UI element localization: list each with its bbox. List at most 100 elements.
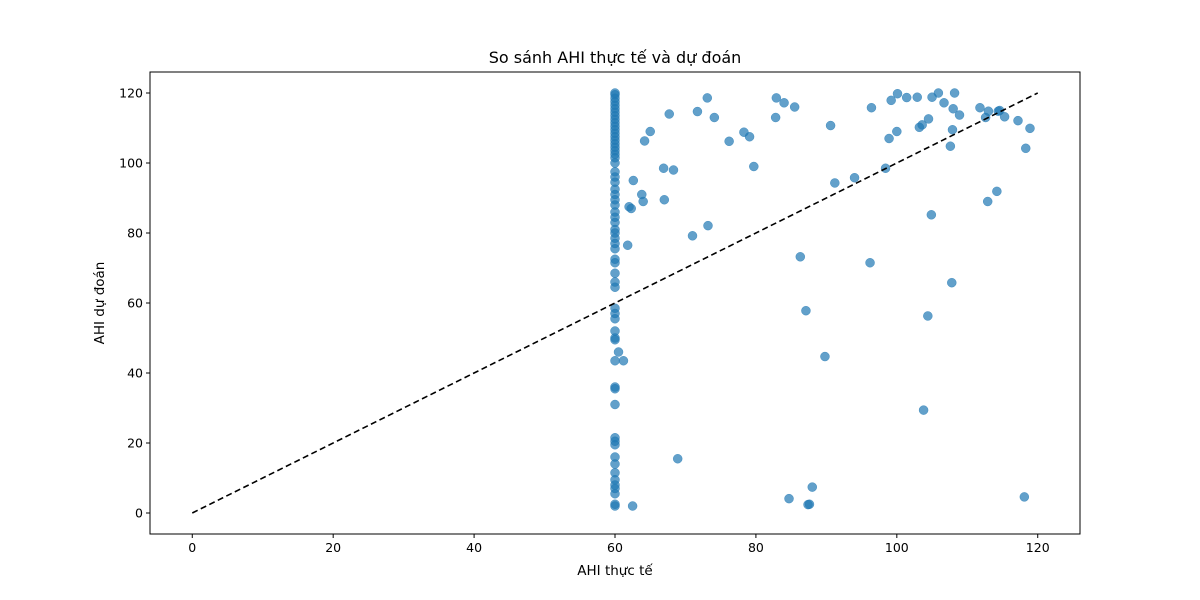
y-tick-label: 0	[135, 506, 143, 521]
data-point	[789, 102, 800, 112]
data-point	[830, 178, 840, 188]
y-tick-label: 40	[127, 366, 143, 381]
data-point	[610, 335, 620, 345]
reference-line	[191, 92, 1039, 514]
data-point	[610, 501, 620, 511]
data-point	[947, 125, 958, 135]
data-point	[613, 347, 624, 357]
y-tick-label: 80	[127, 226, 143, 241]
data-point	[866, 102, 877, 113]
x-tick-label: 80	[748, 540, 764, 555]
data-point	[926, 210, 937, 220]
x-axis: 0 20 40 60 80 100 120	[188, 534, 1050, 555]
data-point	[933, 88, 944, 98]
data-point	[939, 98, 949, 108]
data-point	[724, 136, 734, 147]
x-tick-label: 40	[466, 540, 482, 555]
x-axis-label: AHI thực tế	[577, 562, 653, 579]
data-point	[982, 196, 993, 207]
data-point	[954, 110, 965, 120]
data-point	[912, 92, 922, 102]
x-tick-label: 100	[885, 540, 909, 555]
data-point	[692, 106, 703, 117]
data-point	[610, 440, 620, 450]
data-point	[1013, 115, 1023, 126]
data-point	[627, 501, 638, 511]
data-point	[610, 489, 620, 499]
data-point	[610, 158, 620, 168]
y-tick-label: 60	[127, 296, 143, 311]
data-point	[702, 93, 713, 103]
data-point	[918, 405, 929, 415]
data-point	[901, 92, 912, 103]
data-point	[999, 112, 1010, 122]
data-point	[659, 195, 670, 205]
data-point	[992, 186, 1002, 197]
data-point	[804, 499, 815, 509]
data-point	[622, 240, 633, 250]
data-point	[865, 258, 875, 268]
data-point	[664, 109, 674, 119]
data-point	[945, 141, 956, 151]
data-point	[917, 120, 927, 130]
y-tick-label: 100	[119, 156, 143, 171]
data-point	[947, 277, 957, 288]
data-point	[801, 305, 811, 316]
data-point	[1025, 123, 1035, 134]
data-point	[1021, 143, 1031, 154]
data-point	[658, 163, 669, 173]
data-point	[983, 106, 994, 116]
data-point	[779, 98, 789, 108]
points-layer	[610, 88, 1035, 511]
data-point	[610, 459, 620, 469]
data-point	[610, 314, 620, 324]
data-point	[668, 165, 679, 175]
data-point	[610, 258, 620, 268]
data-point	[749, 161, 759, 172]
data-point	[784, 493, 794, 504]
data-point	[610, 244, 620, 254]
data-point	[645, 126, 655, 137]
data-point	[638, 196, 648, 207]
data-point	[948, 104, 958, 114]
data-point	[795, 252, 806, 262]
data-point	[672, 454, 683, 464]
data-point	[825, 120, 836, 131]
data-point	[770, 112, 781, 123]
data-point	[975, 102, 985, 113]
data-point	[771, 93, 782, 103]
data-point	[610, 399, 620, 410]
plot-area	[149, 71, 1081, 535]
data-point	[1019, 492, 1030, 502]
data-point	[892, 126, 902, 137]
data-point	[744, 132, 755, 142]
data-point	[610, 356, 620, 366]
data-point	[884, 133, 894, 144]
data-point	[886, 95, 896, 106]
data-point	[820, 351, 830, 362]
data-point	[703, 220, 713, 231]
data-point	[807, 482, 818, 492]
y-axis-label: AHI dự đoán	[92, 262, 108, 345]
data-point	[923, 114, 934, 124]
x-tick-label: 0	[188, 540, 196, 555]
data-point	[626, 203, 636, 214]
data-point	[849, 172, 860, 183]
data-point	[610, 282, 620, 292]
data-point	[923, 311, 933, 321]
chart-title: So sánh AHI thực tế và dự đoán	[489, 48, 742, 67]
y-tick-label: 20	[127, 436, 143, 451]
data-point	[610, 268, 620, 278]
data-point	[687, 231, 698, 241]
x-tick-label: 60	[607, 540, 623, 555]
data-point	[639, 136, 650, 146]
data-point	[949, 88, 960, 98]
data-point	[892, 88, 903, 99]
y-tick-label: 120	[119, 86, 143, 101]
x-tick-label: 120	[1026, 540, 1050, 555]
x-tick-label: 20	[325, 540, 341, 555]
data-point	[709, 112, 720, 123]
data-point	[618, 356, 629, 366]
